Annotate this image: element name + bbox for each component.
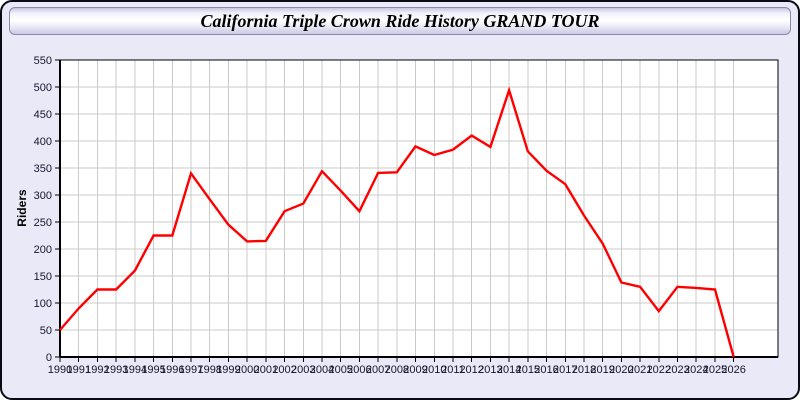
x-tick-label: 1994: [123, 364, 147, 376]
x-tick-label: 2013: [478, 364, 502, 376]
x-tick-label: 2010: [422, 364, 446, 376]
y-tick-label: 550: [34, 55, 52, 67]
chart-title: California Triple Crown Ride History GRA…: [200, 10, 600, 31]
x-tick-label: 2008: [385, 364, 409, 376]
x-tick-label: 2016: [534, 364, 558, 376]
x-tick-label: 2019: [590, 364, 614, 376]
y-tick-label: 0: [46, 352, 52, 364]
x-tick-label: 2009: [403, 364, 427, 376]
x-tick-label: 2014: [497, 364, 521, 376]
y-tick-label: 150: [34, 271, 52, 283]
y-tick-label: 200: [34, 244, 52, 256]
x-tick-label: 2024: [684, 364, 708, 376]
x-tick-label: 2022: [647, 364, 671, 376]
x-tick-label: 2023: [665, 364, 689, 376]
x-tick-label: 1993: [104, 364, 128, 376]
x-tick-label: 1996: [160, 364, 184, 376]
x-tick-label: 2004: [310, 364, 334, 376]
x-tick-label: 2015: [516, 364, 540, 376]
y-axis-title: Riders: [15, 189, 29, 227]
x-tick-label: 1990: [48, 364, 72, 376]
x-tick-label: 2002: [272, 364, 296, 376]
riders-series-line: [59, 86, 735, 358]
y-tick-label: 500: [34, 82, 52, 94]
x-tick-label: 1995: [141, 364, 165, 376]
x-tick-label: 2005: [328, 364, 352, 376]
x-tick-label: 1999: [216, 364, 240, 376]
x-tick-label: 2001: [254, 364, 278, 376]
x-tick-label: 2007: [366, 364, 390, 376]
y-tick-label: 250: [34, 217, 52, 229]
x-tick-label: 2011: [441, 364, 465, 376]
y-tick-label: 50: [40, 325, 52, 337]
x-tick-label: 2017: [553, 364, 577, 376]
x-tick-label: 2025: [703, 364, 727, 376]
x-tick-label: 2018: [572, 364, 596, 376]
plot-area: [60, 60, 778, 357]
x-tick-label: 2006: [347, 364, 371, 376]
x-tick-label: 1998: [197, 364, 221, 376]
y-tick-label: 300: [34, 190, 52, 202]
x-tick-label: 1991: [66, 364, 90, 376]
x-tick-label: 2003: [291, 364, 315, 376]
x-tick-label: 1997: [179, 364, 203, 376]
x-tick-label: 2000: [235, 364, 259, 376]
y-tick-label: 450: [34, 109, 52, 121]
x-tick-label: 1992: [85, 364, 109, 376]
x-tick-label: 2012: [459, 364, 483, 376]
x-tick-label: 2020: [609, 364, 633, 376]
y-tick-label: 400: [34, 136, 52, 148]
y-tick-label: 100: [34, 298, 52, 310]
x-tick-label: 2021: [628, 364, 652, 376]
x-tick-label: 2026: [721, 364, 745, 376]
title-bar: California Triple Crown Ride History GRA…: [9, 7, 791, 35]
y-tick-label: 350: [34, 163, 52, 175]
